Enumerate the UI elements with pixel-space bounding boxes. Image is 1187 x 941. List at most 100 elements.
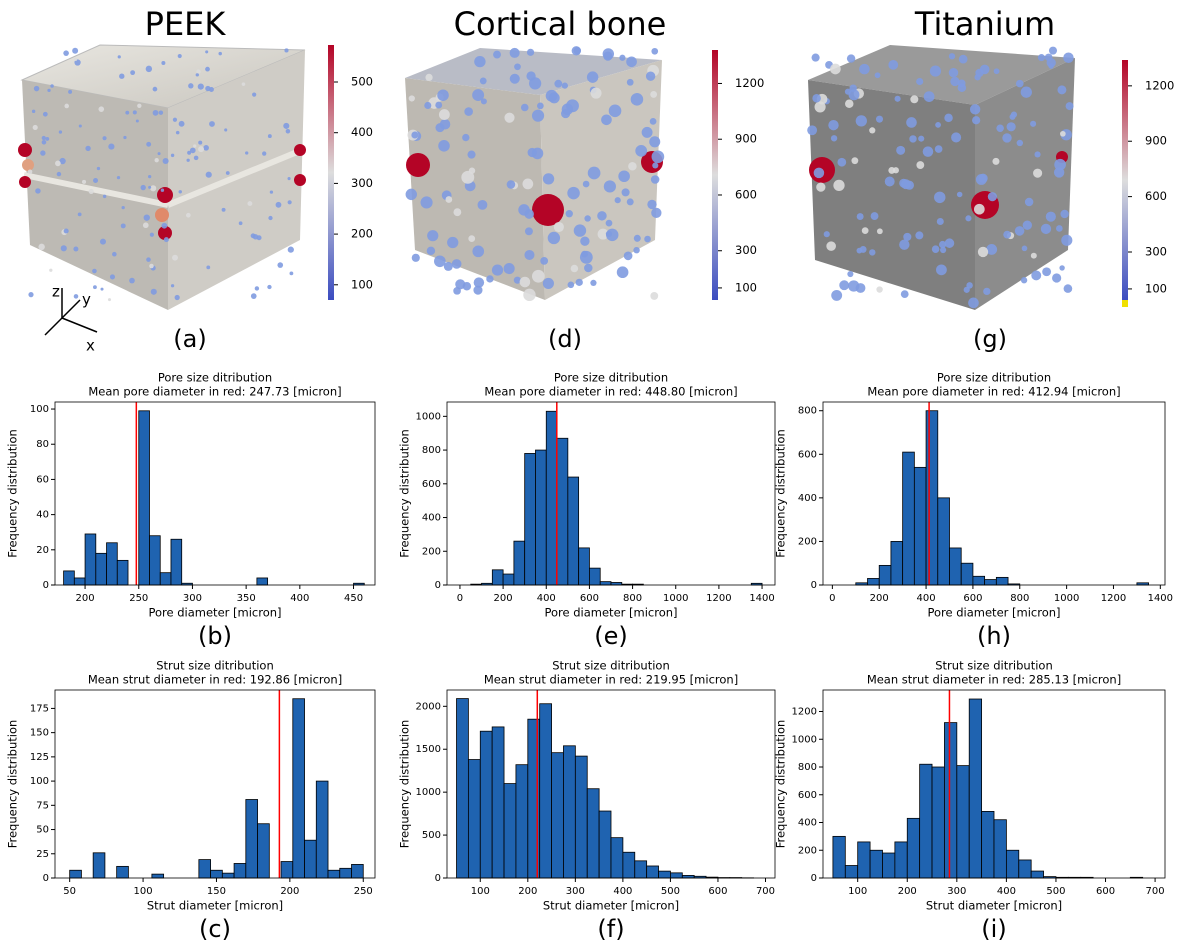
- plot-frame: [54, 689, 376, 879]
- histogram-bar: [106, 542, 118, 586]
- sphere: [965, 215, 972, 222]
- sphere: [587, 166, 601, 180]
- sphere: [509, 73, 520, 84]
- x-tick-label: 250: [129, 593, 148, 604]
- histogram-bar: [658, 870, 671, 879]
- sphere: [31, 109, 36, 114]
- sphere: [1020, 277, 1028, 284]
- sphere: [830, 135, 838, 142]
- sphere: [283, 122, 290, 129]
- sphere: [826, 241, 836, 251]
- sphere: [437, 89, 449, 101]
- sphere: [135, 119, 139, 123]
- panel-label: (b): [198, 622, 232, 650]
- sphere: [641, 126, 653, 138]
- sphere: [1057, 85, 1067, 95]
- sphere: [426, 246, 436, 256]
- histogram-bar: [69, 869, 82, 879]
- sphere: [553, 221, 564, 233]
- column-title: Cortical bone: [454, 5, 667, 43]
- peek-render: [18, 44, 306, 310]
- sphere: [940, 246, 947, 254]
- histogram-bar: [931, 766, 945, 879]
- histogram-bar: [894, 841, 908, 879]
- sphere: [951, 132, 962, 143]
- x-tick-label: 400: [613, 886, 632, 897]
- sphere: [603, 180, 616, 193]
- sphere: [513, 276, 521, 284]
- x-tick-label: 200: [870, 593, 889, 604]
- sphere: [438, 140, 450, 152]
- sphere: [503, 263, 515, 275]
- sphere: [813, 167, 825, 179]
- x-tick-label: 500: [1046, 886, 1065, 897]
- sphere: [268, 215, 273, 221]
- sphere: [405, 188, 417, 201]
- sphere: [957, 79, 966, 88]
- sphere: [195, 73, 199, 77]
- sphere: [963, 286, 970, 293]
- sphere: [509, 47, 520, 58]
- sphere: [149, 232, 154, 237]
- sphere: [1042, 267, 1052, 277]
- histogram-bar: [869, 849, 883, 879]
- y-axis-label: Frequency distribution: [398, 720, 412, 849]
- sphere: [542, 173, 555, 185]
- sphere: [129, 277, 135, 284]
- sphere: [649, 136, 661, 148]
- sphere: [652, 162, 659, 169]
- sphere: [451, 259, 462, 269]
- y-axis-label: Frequency distribution: [774, 720, 788, 849]
- sphere: [1063, 284, 1073, 293]
- histogram-bar: [491, 569, 504, 586]
- x-tick-label: 0: [457, 593, 463, 604]
- histogram-bar: [456, 698, 469, 879]
- sphere: [950, 76, 960, 87]
- y-tick-label: 200: [798, 536, 817, 547]
- sphere: [909, 135, 917, 143]
- histogram-bar: [563, 745, 576, 879]
- sphere: [119, 73, 125, 79]
- sphere: [812, 93, 821, 103]
- sphere: [162, 157, 169, 165]
- sphere: [993, 68, 1000, 75]
- column-title: Titanium: [914, 5, 1055, 43]
- sphere: [38, 243, 45, 251]
- histogram-bar: [622, 851, 636, 879]
- x-tick-label: 0: [829, 593, 835, 604]
- sphere: [839, 280, 850, 291]
- sphere: [1024, 197, 1034, 207]
- sphere: [252, 92, 257, 97]
- sphere: [493, 50, 501, 59]
- x-tick-label: 50: [63, 886, 76, 897]
- plot-frame: [822, 689, 1166, 879]
- sphere: [1002, 133, 1012, 143]
- sphere: [146, 141, 152, 147]
- y-tick-label: 75: [36, 800, 49, 811]
- x-tick-label: 250: [354, 886, 373, 897]
- histogram-bar: [599, 581, 612, 586]
- plot-frame: [54, 401, 376, 586]
- histogram-bar: [304, 839, 317, 879]
- sphere: [526, 48, 535, 56]
- sphere: [145, 65, 153, 73]
- sphere: [117, 55, 121, 59]
- sphere: [859, 63, 870, 75]
- x-tick-label: 800: [623, 593, 642, 604]
- column-title: PEEK: [145, 5, 227, 43]
- histogram-bar: [1030, 870, 1044, 879]
- panel-label: (h): [977, 622, 1011, 650]
- colorbar-tick-label: 100: [1145, 281, 1167, 295]
- x-tick-label: 200: [280, 886, 299, 897]
- histogram-bar: [867, 578, 880, 586]
- sphere: [870, 212, 879, 220]
- sphere: [968, 297, 979, 309]
- x-axis-label: Strut diameter [micron]: [543, 899, 679, 913]
- sphere: [99, 238, 106, 245]
- sphere: [148, 185, 152, 189]
- sphere: [172, 117, 178, 122]
- sphere: [120, 223, 126, 229]
- sphere: [1063, 52, 1074, 64]
- sphere: [188, 83, 194, 89]
- cortical-render: [405, 48, 663, 300]
